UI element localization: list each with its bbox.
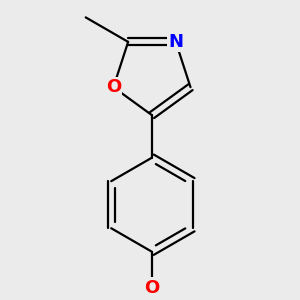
Text: O: O bbox=[144, 279, 160, 297]
Text: N: N bbox=[168, 33, 183, 51]
Text: O: O bbox=[106, 78, 121, 96]
